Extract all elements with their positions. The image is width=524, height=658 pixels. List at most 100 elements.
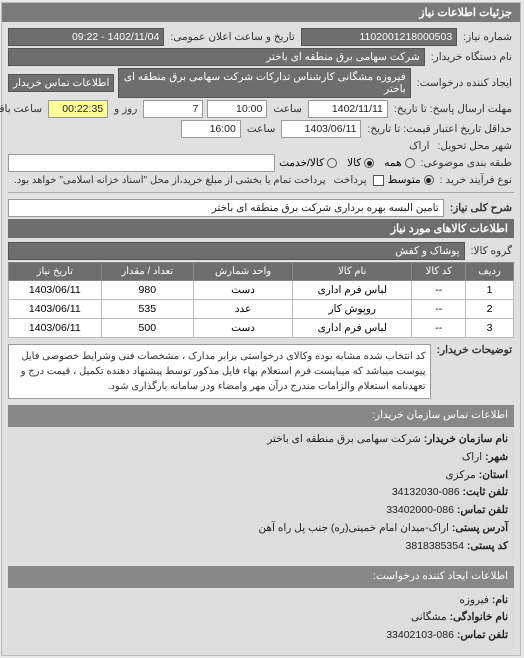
bc-post-label: کد پستی: xyxy=(468,540,509,552)
radio-service[interactable]: کالا/خدمت xyxy=(280,157,338,169)
cell-unit: دست xyxy=(195,319,294,338)
requester-contact-header: اطلاعات ایجاد کننده درخواست: xyxy=(9,566,515,588)
rc-name: فیروزه xyxy=(460,594,490,606)
deadline-time-label: ساعت xyxy=(272,103,305,115)
bc-org: شرکت سهامی برق منطقه ای باختر xyxy=(268,433,422,445)
radio-avg[interactable]: متوسط xyxy=(389,174,435,186)
rc-name-label: نام: xyxy=(493,594,509,606)
remain-field: 00:22:35 xyxy=(49,100,109,118)
pay-checkbox[interactable] xyxy=(374,175,385,186)
radio-goods-label: کالا xyxy=(348,157,362,169)
cell-code: -- xyxy=(413,319,467,338)
cell-name: لباس فرم اداری xyxy=(294,281,413,300)
bc-org-label: نام سازمان خریدار: xyxy=(425,433,509,445)
bc-post: 3818385354 xyxy=(407,540,465,552)
days-field: 7 xyxy=(144,100,204,118)
rc-lname: مشگانی xyxy=(412,611,448,623)
bc-fax: 086-33402000 xyxy=(387,504,455,516)
radio-service-label: کالا/خدمت xyxy=(280,157,325,169)
request-no-label: شماره نیاز: xyxy=(462,31,515,43)
city-value: اراک xyxy=(408,140,432,152)
radio-all[interactable]: همه xyxy=(385,157,415,169)
table-row[interactable]: 3--لباس فرم اداریدست5001403/06/11 xyxy=(10,319,515,338)
panel-title: جزئیات اطلاعات نیاز xyxy=(3,3,521,22)
contact-button[interactable]: اطلاعات تماس خریدار xyxy=(9,74,115,92)
col-date: تاریخ نیاز xyxy=(10,263,103,281)
cell-name: لباس فرم اداری xyxy=(294,319,413,338)
deadline-date-field[interactable]: 1402/11/11 xyxy=(309,100,389,118)
cell-date: 1403/06/11 xyxy=(10,281,103,300)
creator-label: ایجاد کننده درخواست: xyxy=(416,77,515,89)
radio-avg-dot xyxy=(425,175,435,185)
buyer-contact-block: اطلاعات تماس سازمان خریدار: نام سازمان خ… xyxy=(9,405,515,562)
category-radios: همه کالا کالا/خدمت xyxy=(280,157,415,169)
radio-avg-label: متوسط xyxy=(389,174,422,186)
category-label: طبقه بندی موضوعی: xyxy=(420,157,515,169)
credit-time-label: ساعت xyxy=(246,123,279,135)
bc-fax-label: تلفن تماس: xyxy=(458,504,509,516)
cell-date: 1403/06/11 xyxy=(10,300,103,319)
col-row: ردیف xyxy=(467,263,515,281)
cell-row: 3 xyxy=(467,319,515,338)
table-row[interactable]: 1--لباس فرم اداریدست9801403/06/11 xyxy=(10,281,515,300)
bc-prov: مرکزی xyxy=(446,469,476,481)
bc-addr: اراک-میدان امام خمینی(ره) جنب پل راه آهن xyxy=(259,522,449,534)
cell-name: روپوش کار xyxy=(294,300,413,319)
rc-lname-label: نام خانوادگی: xyxy=(451,611,509,623)
col-code: کد کالا xyxy=(413,263,467,281)
cell-unit: عدد xyxy=(195,300,294,319)
cell-date: 1403/06/11 xyxy=(10,319,103,338)
credit-time-field[interactable]: 16:00 xyxy=(182,120,242,138)
radio-service-dot xyxy=(328,158,338,168)
category-dropdown[interactable] xyxy=(9,154,276,172)
bc-phone: 086-34132030 xyxy=(393,486,461,498)
col-name: نام کالا xyxy=(294,263,413,281)
radio-goods-dot xyxy=(365,158,375,168)
bc-addr-label: آدرس پستی: xyxy=(453,522,509,534)
group-label: گروه کالا: xyxy=(470,245,515,257)
radio-all-label: همه xyxy=(385,157,402,169)
table-row[interactable]: 2--روپوش کارعدد5351403/06/11 xyxy=(10,300,515,319)
cell-qty: 535 xyxy=(102,300,194,319)
buyer-contact-header: اطلاعات تماس سازمان خریدار: xyxy=(9,405,515,427)
cell-qty: 500 xyxy=(102,319,194,338)
goods-section-title: اطلاعات کالاهای مورد نیاز xyxy=(9,219,515,238)
cell-row: 2 xyxy=(467,300,515,319)
requester-contact-block: اطلاعات ایجاد کننده درخواست: نام: فیروزه… xyxy=(9,566,515,651)
cell-unit: دست xyxy=(195,281,294,300)
rc-phone: 086-33402103 xyxy=(387,629,455,641)
pay-check-label: پرداخت xyxy=(333,174,370,186)
bc-city: اراک xyxy=(463,451,483,463)
org-label: نام دستگاه خریدار: xyxy=(430,51,515,63)
cell-qty: 980 xyxy=(102,281,194,300)
notes-text: کد انتخاب شده مشابه بوده وکالای درخواستی… xyxy=(9,344,432,399)
credit-date-field[interactable]: 1403/06/11 xyxy=(282,120,362,138)
bc-phone-label: تلفن ثابت: xyxy=(464,486,509,498)
creator-field: فیروزه مشگانی کارشناس تدارکات شرکت سهامی… xyxy=(119,68,411,98)
city-label: شهر محل تحویل: xyxy=(436,140,515,152)
org-field: شرکت سهامی برق منطقه ای باختر xyxy=(9,48,426,66)
bc-city-label: شهر: xyxy=(486,451,509,463)
cell-code: -- xyxy=(413,281,467,300)
deadline-label: مهلت ارسال پاسخ: تا تاریخ: xyxy=(393,103,515,115)
form-body: شماره نیاز: 1102001218000503 تاریخ و ساع… xyxy=(3,22,521,655)
remain-label: ساعت باقی مانده xyxy=(0,103,45,115)
credit-label: حداقل تاریخ اعتبار قیمت: تا تاریخ: xyxy=(366,123,515,135)
request-no-field: 1102001218000503 xyxy=(302,28,458,46)
col-qty: تعداد / مقدار xyxy=(102,263,194,281)
group-field: پوشاک و کفش xyxy=(9,242,466,260)
deadline-time-field[interactable]: 10:00 xyxy=(208,100,268,118)
days-label: روز و xyxy=(113,103,140,115)
pub-datetime-field: 1402/11/04 - 09:22 xyxy=(9,28,165,46)
rc-phone-label: تلفن تماس: xyxy=(458,629,509,641)
process-note: پرداخت تمام یا بخشی از مبلغ خرید،از محل … xyxy=(13,175,329,186)
col-unit: واحد شمارش xyxy=(195,263,294,281)
radio-goods[interactable]: کالا xyxy=(348,157,375,169)
main-panel: جزئیات اطلاعات نیاز شماره نیاز: 11020012… xyxy=(2,2,522,656)
notes-label: توضیحات خریدار: xyxy=(436,344,515,356)
cell-code: -- xyxy=(413,300,467,319)
need-title-field: تامین البسه بهره برداری شرکت برق منطقه ا… xyxy=(9,199,445,217)
goods-table: ردیف کد کالا نام کالا واحد شمارش تعداد /… xyxy=(9,262,515,338)
process-label: نوع فرآیند خرید : xyxy=(439,174,515,186)
need-title-label: شرح کلی نیاز: xyxy=(449,202,515,214)
